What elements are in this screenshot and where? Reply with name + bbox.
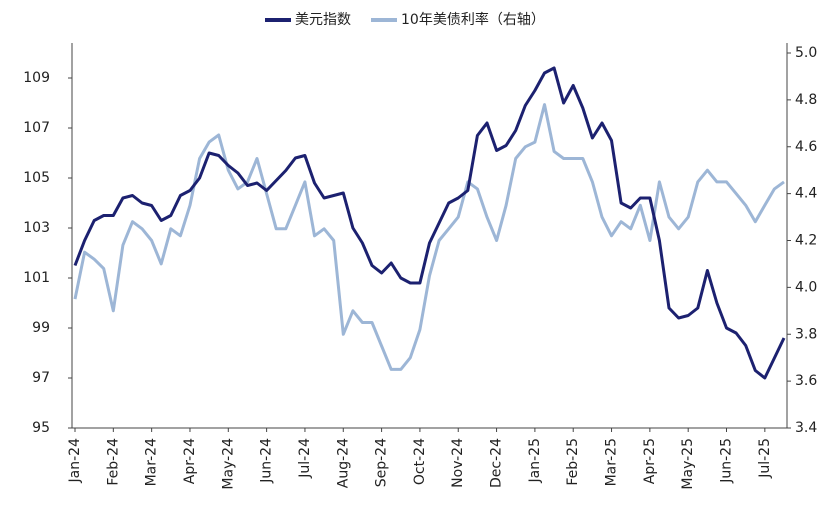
y2-tick-label: 4.6	[795, 139, 817, 155]
x-tick-label: Dec-24	[489, 438, 505, 488]
y-tick-label: 97	[32, 370, 50, 386]
x-tick-label: Aug-24	[335, 438, 351, 488]
x-tick-label: Jan-25	[527, 438, 543, 483]
y2-tick-label: 4.8	[795, 92, 817, 108]
x-tick-label: Jan-24	[67, 438, 83, 484]
x-tick-label: May-24	[220, 438, 236, 490]
y-tick-label: 109	[23, 70, 50, 86]
y-tick-label: 107	[23, 120, 50, 136]
series-line	[73, 66, 786, 380]
y2-tick-label: 4.0	[795, 279, 817, 295]
x-tick-label: May-25	[680, 438, 696, 490]
y2-tick-label: 3.8	[795, 326, 817, 342]
y2-tick-label: 3.4	[795, 420, 817, 436]
x-tick-label: Jul-25	[757, 438, 773, 479]
y2-tick-label: 4.4	[795, 186, 817, 202]
legend-label: 10年美债利率（右轴）	[401, 11, 545, 28]
x-tick-label: Nov-24	[450, 438, 466, 488]
x-tick-label: Apr-25	[642, 438, 658, 484]
x-tick-label: Mar-24	[144, 438, 160, 486]
y2-tick-label: 4.2	[795, 233, 817, 249]
x-tick-label: Feb-25	[565, 438, 581, 486]
y-tick-label: 95	[32, 420, 50, 436]
y2-tick-label: 3.6	[795, 373, 817, 389]
x-tick-label: Jul-24	[297, 438, 313, 479]
y-tick-label: 103	[23, 220, 50, 236]
y2-tick-label: 5.0	[795, 45, 817, 61]
x-tick-label: Jun-24	[259, 438, 275, 484]
y-tick-label: 99	[32, 320, 50, 336]
x-tick-label: Sep-24	[374, 438, 390, 487]
x-tick-label: Jun-25	[719, 438, 735, 484]
x-tick-label: Mar-25	[604, 438, 620, 486]
series-line	[73, 103, 785, 371]
x-tick-label: Oct-24	[412, 438, 428, 485]
y-tick-label: 105	[23, 170, 50, 186]
y-tick-label: 101	[23, 270, 50, 286]
legend-label: 美元指数	[295, 12, 351, 28]
x-tick-label: Feb-24	[105, 438, 121, 486]
x-tick-label: Apr-24	[182, 438, 198, 484]
